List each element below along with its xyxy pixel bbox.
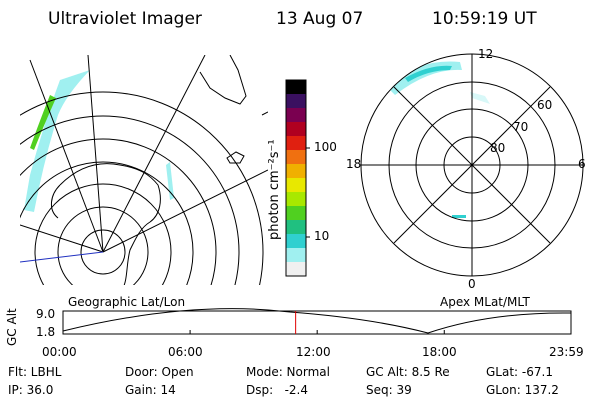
timeline-xtick-0000: 00:00 [42,345,77,359]
info-door: Door: Open [125,365,194,379]
auroral-emission-apex [385,61,490,218]
colorbar-band [286,164,306,179]
timeline-ytick-1.8: 1.8 [36,325,56,339]
mlt-label-0: 0 [468,277,476,291]
mlat-label-70: 70 [513,120,529,134]
colorbar-band [286,80,306,95]
instrument-title: Ultraviolet Imager [48,9,202,29]
info-seq: Seq: 39 [366,383,412,397]
info-gain: Gain: 14 [125,383,176,397]
info-glat: GLat: -67.1 [486,365,553,379]
colorbar-band [286,248,306,263]
time-label: 10:59:19 UT [432,9,537,29]
colorbar-tick-100: 100 [314,140,337,154]
info-mode: Mode: Normal [246,365,330,379]
timeline-xtick-1800: 18:00 [422,345,457,359]
colorbar-band [286,108,306,123]
info-flt: Flt: LBHL [8,365,62,379]
colorbar-frame [285,79,307,277]
colorbar-band [286,94,306,109]
mlt-label-6: 6 [578,157,586,171]
mlt-label-12: 12 [478,47,494,61]
colorbar-band [286,122,306,137]
timeline-xtick-1200: 12:00 [296,345,331,359]
colorbar-tick-10: 10 [314,229,330,243]
mlat-label-80: 80 [490,141,506,155]
timeline-xtick-2359: 23:59 [549,345,584,359]
info-glon: GLon: 137.2 [486,383,559,397]
date-label: 13 Aug 07 [276,9,364,29]
colorbar-band [286,136,306,151]
colorbar-band [286,178,306,193]
colorbar-band [286,150,306,165]
info-ip: IP: 36.0 [8,383,54,397]
auroral-emission-geo [24,70,174,212]
colorbar-band [286,206,306,221]
colorbar-band [286,220,306,235]
mlt-label-18: 18 [346,157,362,171]
colorbar-band [286,262,306,277]
geo-panel-label: Geographic Lat/Lon [68,295,186,309]
geo-coastlines [51,55,268,285]
geo-latitude-circles [20,91,264,285]
colorbar-band [286,234,306,249]
geo-meridians [20,55,268,263]
info-dsp: Dsp: -2.4 [246,383,309,397]
timeline-xtick-0600: 06:00 [168,345,203,359]
mlat-label-60: 60 [537,98,553,112]
apex-panel-label: Apex MLat/MLT [440,295,530,309]
timeline-ytick-9: 9.0 [36,307,56,321]
colorbar-band [286,192,306,207]
timeline-axis-label: GC Alt [5,308,19,346]
info-gcalt: GC Alt: 8.5 Re [366,365,450,379]
